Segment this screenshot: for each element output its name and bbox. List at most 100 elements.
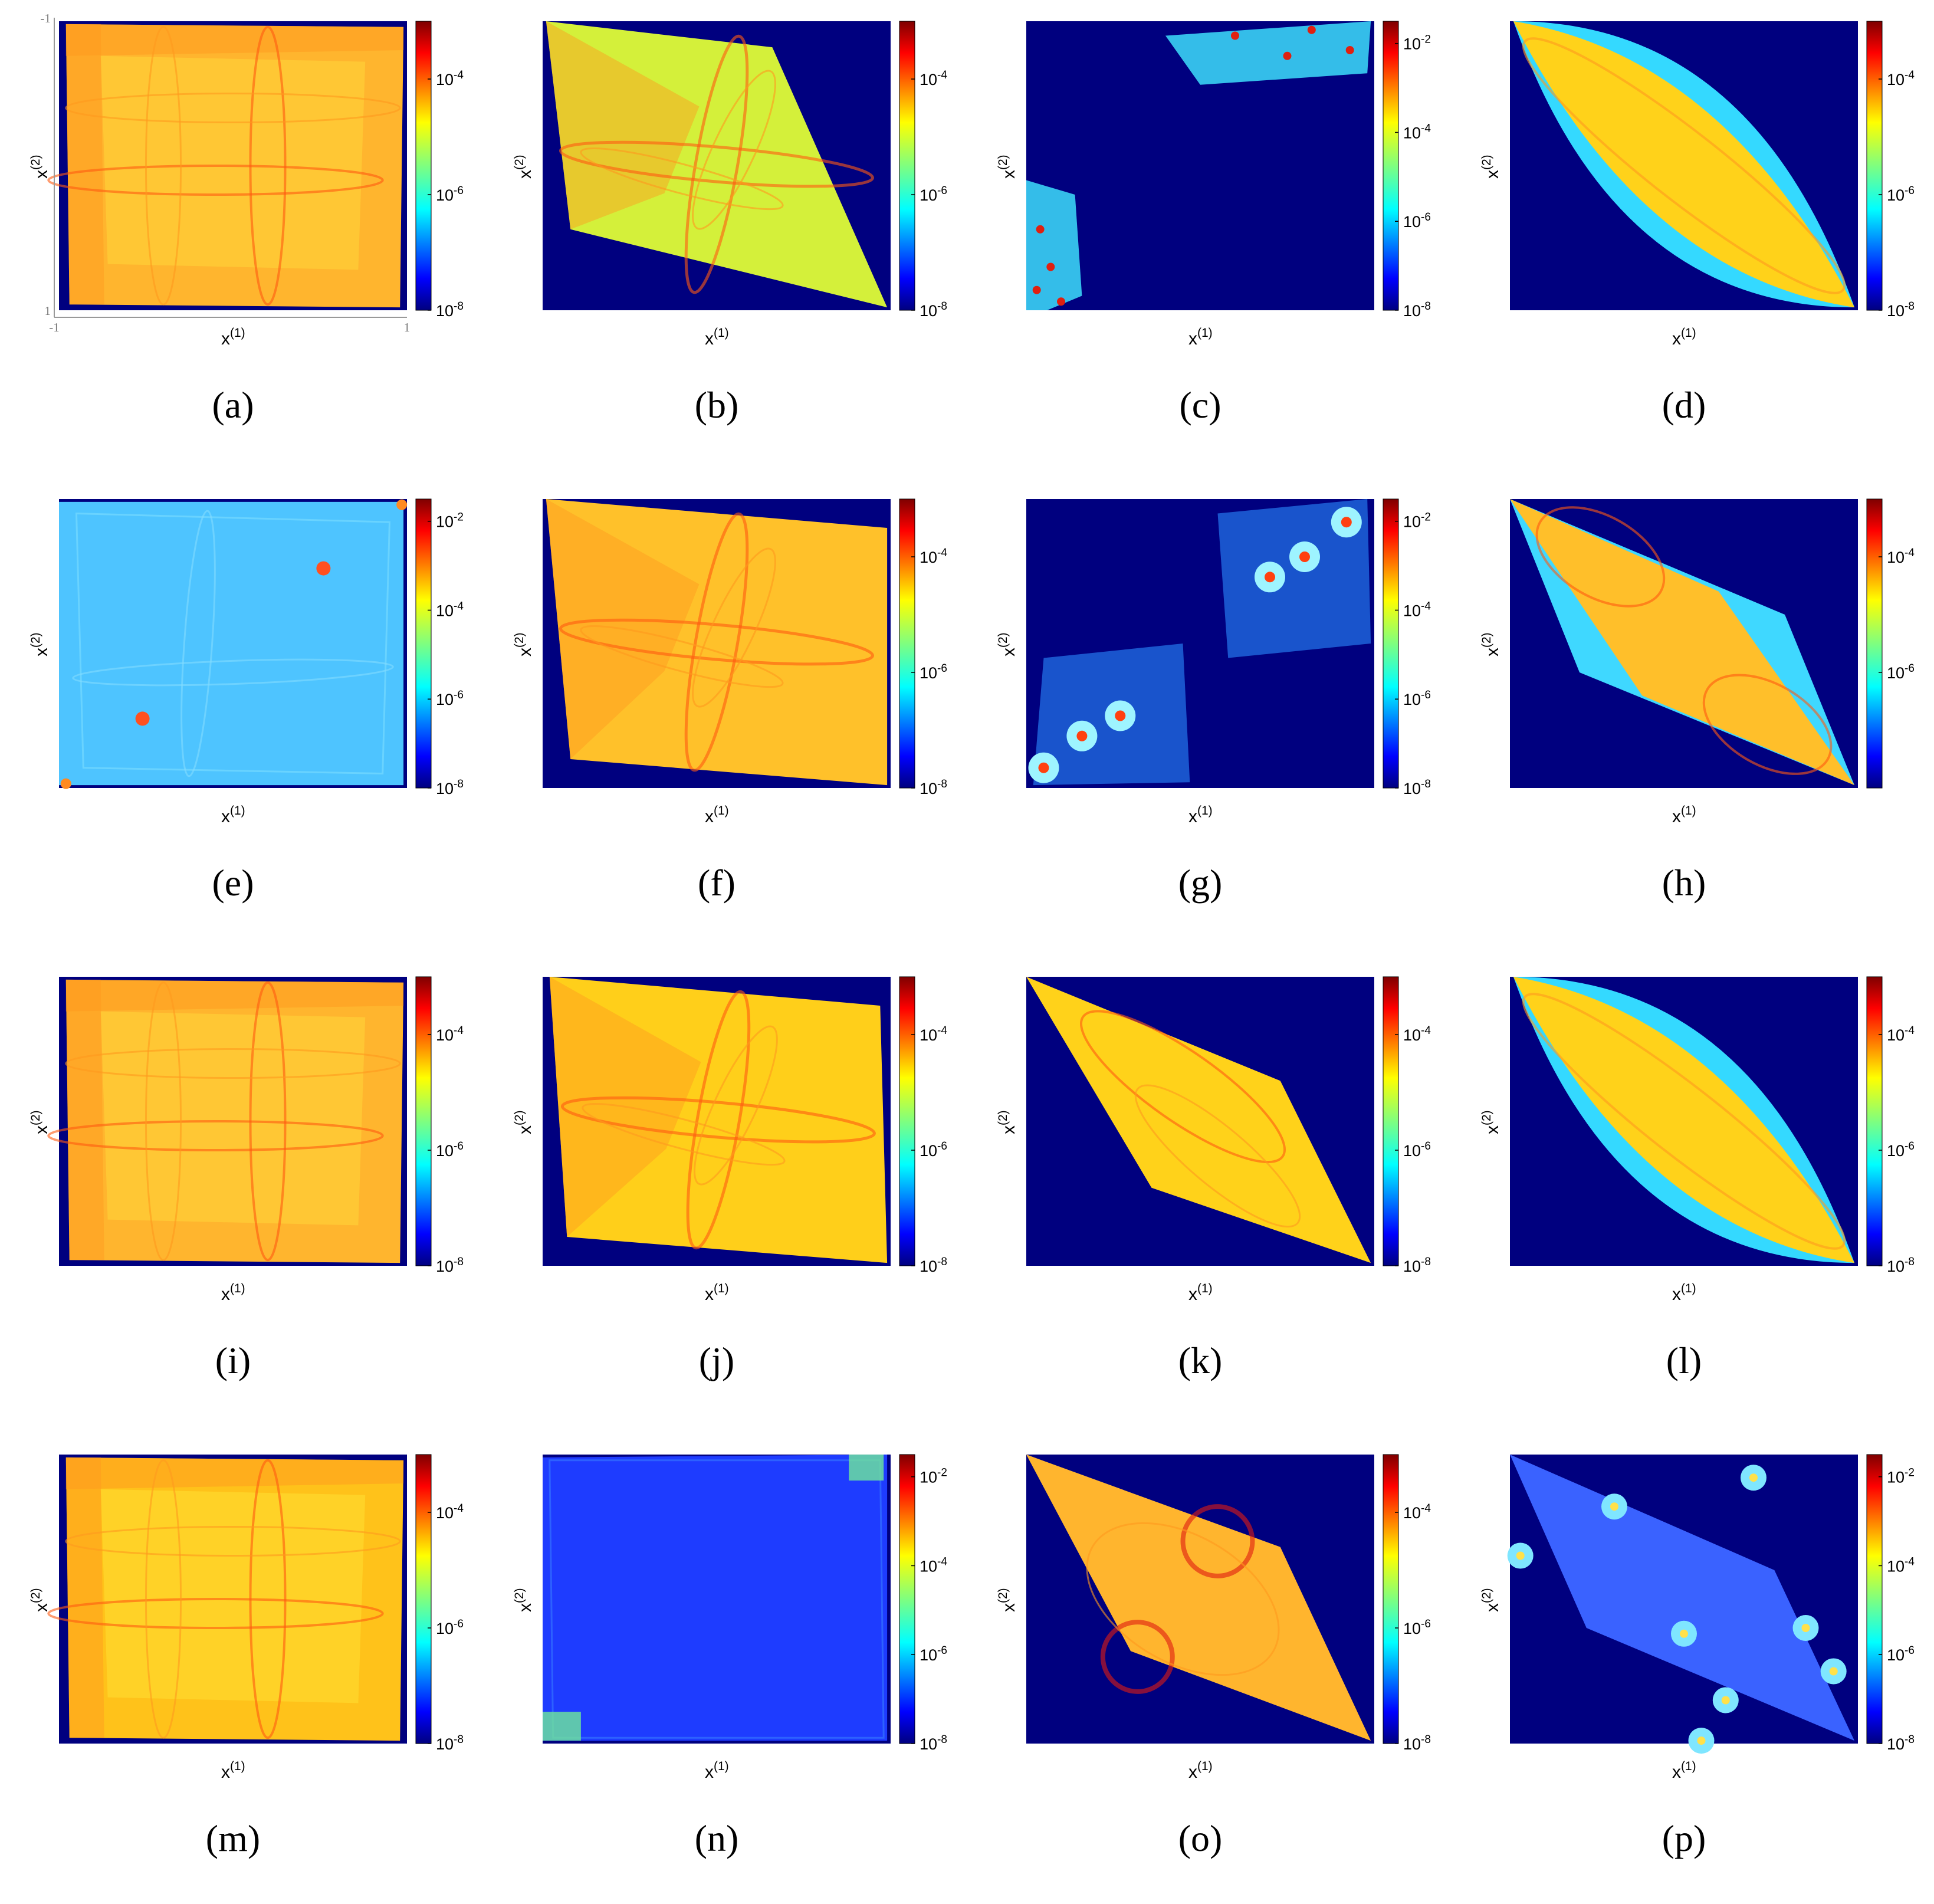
density-ridge <box>1134 1084 1301 1228</box>
colorbar-tick-label: 10-8 <box>920 1256 947 1275</box>
colorbar <box>899 498 915 789</box>
heatmap-plot: 10-4 10-6 10-8 x(1) x(2) <box>1480 21 1915 349</box>
colorbar-tick-label: 10-6 <box>920 1140 947 1160</box>
density-ridge <box>582 1102 786 1166</box>
density-ridge <box>1702 674 1833 775</box>
density-peak <box>1038 762 1049 773</box>
y-axis-label: x(2) <box>513 1110 535 1134</box>
figure-panel: 10-4 10-6 x(1) x(2) (h) <box>1451 478 1934 948</box>
colorbar-tick-label: 10-4 <box>436 69 464 88</box>
density-ridge <box>1535 506 1666 608</box>
heatmap-plot: 10-2 10-4 10-6 10-8 x(1) x(2) <box>513 1454 947 1782</box>
panel-caption: (b) <box>694 384 739 426</box>
density-peak <box>60 778 71 789</box>
density-peak <box>1749 1473 1758 1482</box>
colorbar-tick-label: 10-8 <box>1887 300 1915 320</box>
density-ridge <box>692 547 776 708</box>
density-peak <box>1032 285 1041 294</box>
heatmap-plot: 10-2 10-4 10-6 10-8 x(1) x(2) <box>29 498 464 826</box>
density-peak <box>1057 297 1065 306</box>
panel-caption: (c) <box>1179 384 1222 426</box>
density-ridge <box>145 26 182 306</box>
density-peak <box>1265 572 1275 583</box>
x-axis-label: x(1) <box>705 1282 729 1304</box>
plot-area <box>1026 977 1374 1266</box>
density-ridge <box>560 1096 876 1144</box>
figure-panel: 10-4 10-6 10-8 x(1) x(2) (m) <box>0 1433 484 1904</box>
colorbar <box>1383 976 1399 1266</box>
density-peak <box>1697 1736 1706 1745</box>
density-ridge <box>559 618 875 666</box>
heatmap-plot: 10-4 10-6 10-8 x(1) x(2) <box>29 1454 464 1782</box>
plot-area <box>1510 21 1858 310</box>
density-ridge <box>180 510 216 777</box>
y-axis-label: x(2) <box>1480 1110 1502 1134</box>
colorbar-tick-label: 10-2 <box>920 1467 947 1486</box>
y-axis-label: x(2) <box>1480 1588 1502 1612</box>
density-ridge <box>65 1048 401 1079</box>
density-region <box>1026 1455 1371 1741</box>
density-ridge <box>684 512 749 772</box>
plot-area <box>47 1455 407 1744</box>
plot-area <box>47 977 407 1266</box>
x-axis-label: x(1) <box>705 326 729 349</box>
figure-panel: 10-4 10-6 10-8 x(1) x(2) (k) <box>967 956 1451 1426</box>
colorbar-tick-label: 10-4 <box>1403 600 1431 619</box>
density-region <box>65 24 404 56</box>
colorbar-tick-label: 10-8 <box>920 300 947 320</box>
figure-panel: 10-4 10-6 10-8 x(1) x(2) (i) <box>0 956 484 1426</box>
plot-area <box>543 977 891 1266</box>
heatmap-plot: 10-4 10-6 x(1) x(2) <box>1480 498 1915 826</box>
colorbar-tick-label: 10-6 <box>1887 1140 1915 1160</box>
colorbar <box>415 21 432 311</box>
density-ridge <box>145 1459 182 1739</box>
panel-caption: (o) <box>1178 1817 1223 1859</box>
colorbar <box>899 976 915 1266</box>
x-axis-label: x(1) <box>1188 1759 1213 1782</box>
x-axis-label: x(1) <box>705 1759 729 1782</box>
density-region <box>549 977 888 1263</box>
colorbar-tick-label: 10-8 <box>436 778 464 797</box>
colorbar-tick-label: 10-6 <box>920 1644 947 1664</box>
figure-panel: 10-2 10-4 10-6 10-8 x(1) x(2) (c) <box>967 0 1451 471</box>
y-axis-label: x(2) <box>1480 155 1502 179</box>
figure-panel: 10-4 10-6 10-8 x(1) x(2) (l) <box>1451 956 1934 1426</box>
colorbar-tick-label: 10-4 <box>1887 69 1915 88</box>
density-peak <box>1046 262 1055 271</box>
density-region <box>1026 977 1371 1263</box>
density-ridge <box>145 981 182 1261</box>
density-ridge <box>580 625 784 688</box>
colorbar-tick-label: 10-6 <box>920 185 947 204</box>
density-peak <box>1345 46 1354 54</box>
density-ridge <box>47 1598 384 1629</box>
density-region <box>100 1489 366 1703</box>
density-peak <box>316 561 331 576</box>
colorbar <box>1866 976 1883 1266</box>
figure-panel: 10-2 10-4 10-6 10-8 x(1) x(2) (p) <box>1451 1433 1934 1904</box>
axis-tick-label: 1 <box>404 320 411 334</box>
colorbar-tick-label: 10-2 <box>1887 1467 1915 1486</box>
colorbar-tick-label: 10-6 <box>436 689 464 708</box>
colorbar-tick-label: 10-6 <box>436 1618 464 1637</box>
y-axis-label: x(2) <box>996 1588 1019 1612</box>
y-axis-label: x(2) <box>513 155 535 179</box>
density-region <box>546 21 888 308</box>
figure-panel: 10-4 10-6 10-8 x(1) x(2) (b) <box>484 0 967 471</box>
colorbar-tick-label: 10-4 <box>436 1502 464 1522</box>
density-peak <box>1283 51 1292 60</box>
figure-panel: 10-2 10-4 10-6 10-8 x(1) x(2) (g) <box>967 478 1451 948</box>
plot-area <box>1026 21 1374 310</box>
y-axis-label: x(2) <box>29 1588 51 1612</box>
density-region <box>1217 499 1371 658</box>
axis-tick-label: 1 <box>45 304 51 318</box>
axis-tick-label: -1 <box>41 11 51 25</box>
colorbar <box>415 976 432 1266</box>
plot-area <box>543 499 891 788</box>
density-ridge <box>559 140 875 188</box>
colorbar-tick-label: 10-4 <box>920 547 947 566</box>
density-peak <box>1307 25 1316 34</box>
density-ridge <box>75 512 391 775</box>
panel-caption: (e) <box>212 862 254 904</box>
y-axis-label: x(2) <box>996 1110 1019 1134</box>
colorbar-tick-label: 10-8 <box>920 778 947 797</box>
